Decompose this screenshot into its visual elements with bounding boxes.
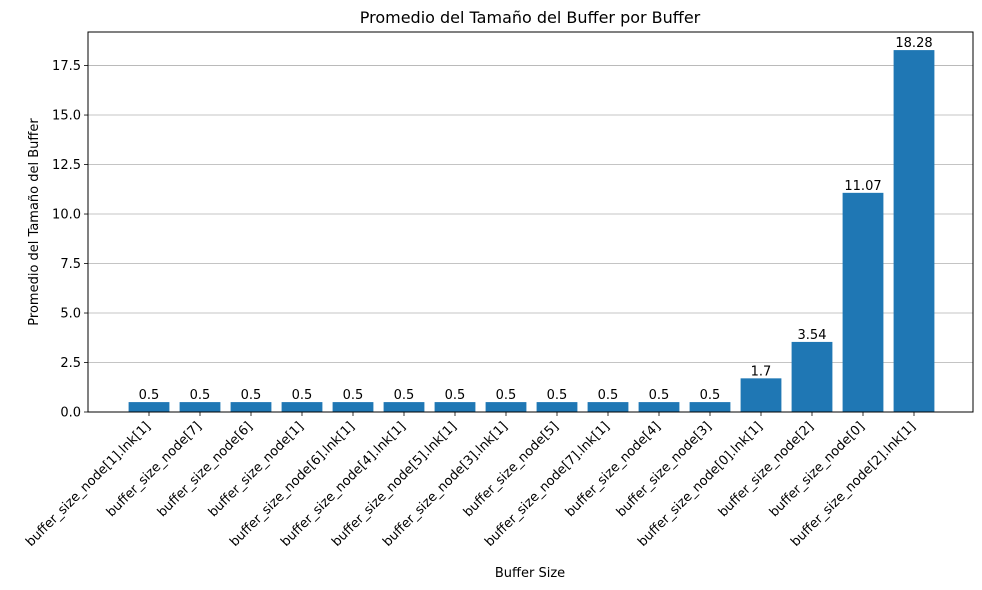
x-tick-label: buffer_size_node[7]: [104, 419, 205, 520]
bar-value-label: 0.5: [292, 388, 313, 403]
plot-area: [87, 31, 974, 413]
bar: [128, 402, 170, 412]
x-axis-ticks: buffer_size_node[1].lnk[1]buffer_size_no…: [23, 412, 919, 550]
bar-value-label: 0.5: [445, 388, 466, 403]
bar-value-label: 0.5: [496, 388, 517, 403]
y-tick-label: 5.0: [60, 307, 81, 322]
y-tick-label: 12.5: [52, 158, 81, 173]
bar: [485, 402, 527, 412]
x-tick-label: buffer_size_node[6]: [155, 419, 256, 520]
x-tick-label: buffer_size_node[1]: [206, 419, 307, 520]
bar-value-label: 0.5: [649, 388, 670, 403]
chart-title: Promedio del Tamaño del Buffer por Buffe…: [360, 8, 701, 27]
bar: [740, 378, 782, 412]
x-tick-label: buffer_size_node[4]: [563, 419, 664, 520]
bar-value-label: 0.5: [547, 388, 568, 403]
y-tick-label: 0.0: [60, 406, 81, 421]
y-axis-label: Promedio del Tamaño del Buffer: [27, 118, 42, 326]
x-axis-label: Buffer Size: [495, 566, 565, 581]
data-labels: 0.5 0.5 0.5 0.5 0.5 0.5 0.5 0.5 0.5 0.5 0.5 0.5 1.7 3…: [139, 36, 933, 403]
bar-value-label: 0.5: [700, 388, 721, 403]
y-tick-label: 17.5: [52, 59, 81, 74]
bar: [434, 402, 476, 412]
bar: [791, 341, 833, 412]
bar: [383, 402, 425, 412]
bar: [638, 402, 680, 412]
bar: [689, 402, 731, 412]
x-tick-label: buffer_size_node[3]: [614, 419, 715, 520]
y-tick-label: 15.0: [52, 109, 81, 124]
grid-lines: [88, 65, 973, 363]
bar: [230, 402, 272, 412]
bar-value-label: 11.07: [844, 179, 881, 194]
bar-value-label: 3.54: [798, 328, 827, 343]
x-tick-label: buffer_size_node[2]: [716, 419, 817, 520]
bar-value-label: 1.7: [751, 364, 772, 379]
bar: [842, 192, 884, 412]
bar: [332, 402, 374, 412]
bar-value-label: 18.28: [895, 36, 932, 51]
bar: [179, 402, 221, 412]
bars: [128, 50, 935, 412]
y-tick-label: 10.0: [52, 208, 81, 223]
bar-value-label: 0.5: [598, 388, 619, 403]
bar: [281, 402, 323, 412]
bar: [536, 402, 578, 412]
bar: [893, 50, 935, 412]
bar-value-label: 0.5: [241, 388, 262, 403]
y-tick-label: 2.5: [60, 356, 81, 371]
bar-value-label: 0.5: [394, 388, 415, 403]
bar: [587, 402, 629, 412]
bar-value-label: 0.5: [343, 388, 364, 403]
bar-value-label: 0.5: [190, 388, 211, 403]
y-axis-ticks: 0.0 2.5 5.0 7.5 10.0 12.5 15.0 17.5: [52, 59, 88, 421]
x-tick-label: buffer_size_node[5]: [461, 419, 562, 520]
y-tick-label: 7.5: [60, 257, 81, 272]
x-tick-label: buffer_size_node[0]: [767, 419, 868, 520]
bar-value-label: 0.5: [139, 388, 160, 403]
